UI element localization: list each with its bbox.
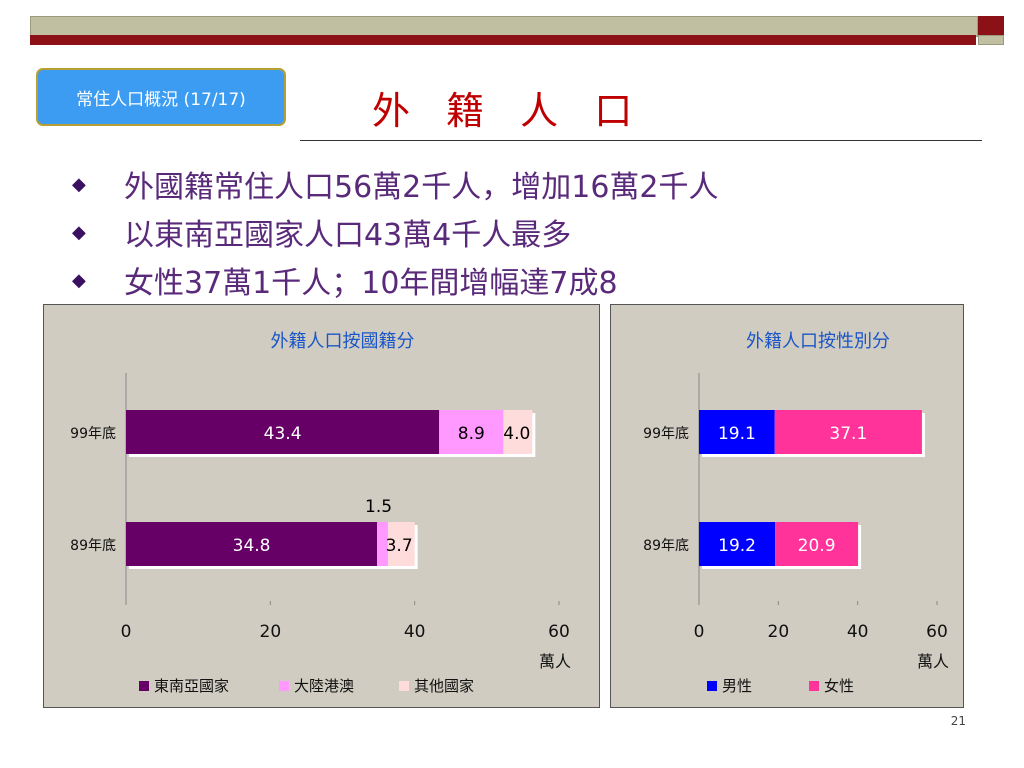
top-decor-bar	[30, 16, 978, 37]
bar-segment	[774, 410, 922, 454]
bullet-item: ◆ 女性37萬1千人；10年間增幅達7成8	[72, 256, 719, 304]
section-badge: 常住人口概況 (17/17)	[36, 68, 286, 126]
x-tick-label: 0	[694, 622, 705, 642]
diamond-bullet-icon: ◆	[72, 173, 86, 195]
legend-label: 東南亞國家	[154, 677, 229, 695]
category-label: 89年底	[643, 538, 689, 554]
x-tick-label: 60	[548, 622, 570, 642]
bar-segment	[503, 410, 533, 454]
top-decor-stripe	[30, 35, 976, 45]
data-label: 43.4	[264, 424, 302, 444]
category-label: 99年底	[70, 426, 116, 442]
legend-swatch	[399, 681, 409, 691]
x-tick-label: 40	[404, 622, 426, 642]
diamond-bullet-icon: ◆	[72, 269, 86, 291]
bar-segment	[699, 410, 775, 454]
data-label: 4.0	[503, 424, 530, 444]
bar-segment	[775, 522, 859, 566]
legend-label: 男性	[722, 677, 752, 695]
bar-segment	[377, 522, 388, 566]
data-label: 20.9	[798, 536, 836, 556]
bullet-item: ◆ 外國籍常住人口56萬2千人，增加16萬2千人	[72, 160, 719, 208]
x-tick-label: 60	[926, 622, 948, 642]
x-tick-label: 20	[260, 622, 282, 642]
category-label: 99年底	[643, 426, 689, 442]
legend-swatch	[139, 681, 149, 691]
legend-swatch	[279, 681, 289, 691]
category-label: 89年底	[70, 538, 116, 554]
bar-segment	[699, 522, 776, 566]
legend-label: 其他國家	[414, 677, 474, 695]
legend-swatch	[707, 681, 717, 691]
title-divider	[300, 140, 982, 141]
slide-title: 外 籍 人 口	[372, 89, 645, 133]
x-tick-label: 20	[768, 622, 790, 642]
bullet-text: 外國籍常住人口56萬2千人，增加16萬2千人	[124, 170, 719, 205]
bullet-text: 女性37萬1千人；10年間增幅達7成8	[124, 266, 618, 301]
chart-title: 外籍人口按性別分	[746, 331, 890, 352]
legend-label: 女性	[824, 677, 854, 695]
bar-segment	[387, 522, 415, 566]
bar-segment	[126, 410, 440, 454]
data-label: 8.9	[458, 424, 485, 444]
bar-segment	[439, 410, 504, 454]
data-label: 19.2	[718, 536, 756, 556]
bullet-item: ◆ 以東南亞國家人口43萬4千人最多	[72, 208, 719, 256]
x-unit-label: 萬人	[917, 652, 949, 671]
nationality-chart-panel: 外籍人口按國籍分 0 20 40 60 萬人 99年底 43.4 8.9 4.0 89年底 34.8 1…	[43, 304, 600, 708]
diamond-bullet-icon: ◆	[72, 221, 86, 243]
corner-decor-red	[978, 16, 1004, 35]
data-label: 37.1	[829, 424, 867, 444]
nationality-chart: 外籍人口按國籍分 0 20 40 60 萬人 99年底 43.4 8.9 4.0 89年底 34.8 1…	[70, 331, 571, 695]
gender-chart: 外籍人口按性別分 0 20 40 60 萬人 99年底 19.1 37.1 89年底 19.2 20.…	[643, 331, 949, 695]
x-unit-label: 萬人	[539, 652, 571, 671]
bullet-list: ◆ 外國籍常住人口56萬2千人，增加16萬2千人 ◆ 以東南亞國家人口43萬4千…	[72, 160, 719, 304]
data-label: 1.5	[365, 497, 392, 517]
bullet-text: 以東南亞國家人口43萬4千人最多	[124, 218, 572, 253]
x-tick-label: 40	[847, 622, 869, 642]
x-tick-label: 0	[121, 622, 132, 642]
data-label: 19.1	[718, 424, 756, 444]
chart-title: 外籍人口按國籍分	[271, 331, 415, 352]
legend-label: 大陸港澳	[294, 677, 354, 695]
data-label: 3.7	[386, 536, 413, 556]
corner-decor-olive	[978, 35, 1004, 45]
gender-chart-panel: 外籍人口按性別分 0 20 40 60 萬人 99年底 19.1 37.1 89年底 19.2 20.…	[610, 304, 964, 708]
legend-swatch	[809, 681, 819, 691]
page-number: 21	[950, 714, 966, 728]
data-label: 34.8	[233, 536, 271, 556]
bar-segment	[126, 522, 378, 566]
